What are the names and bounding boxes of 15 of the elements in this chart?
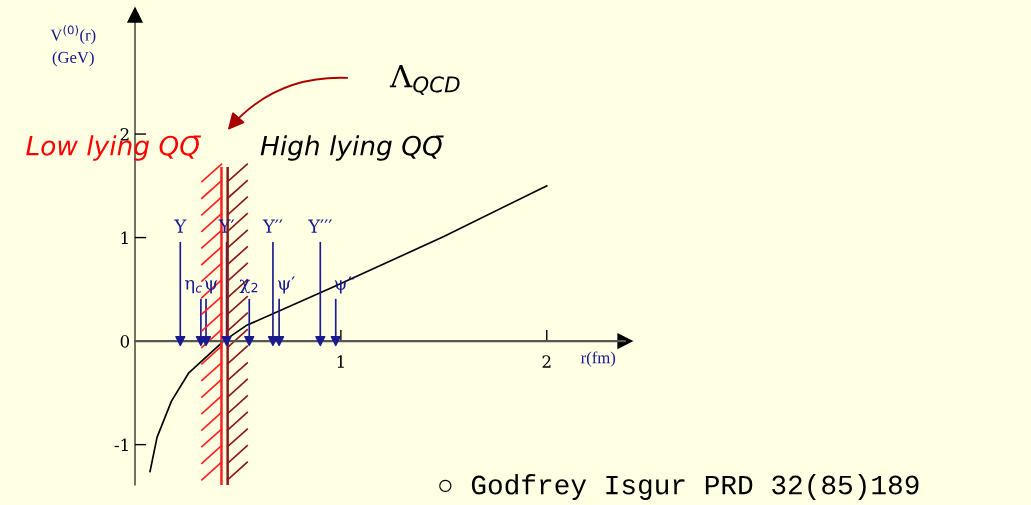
- text: ψ′: [278, 276, 295, 294]
- y-tick-label: 1: [121, 231, 128, 244]
- y-axis-title: V$^{(0)}$(r) (GeV): [50, 25, 96, 67]
- text: χ$_{2}$: [239, 279, 258, 294]
- annotation: High lying QQ̄: [260, 135, 444, 161]
- y-tick-label: 0: [120, 335, 130, 348]
- text: Υ′′′: [307, 219, 332, 233]
- x-axis-title: r(fm): [580, 351, 616, 367]
- annotation: Λ$_{QCD}$: [389, 64, 460, 95]
- text: Υ: [174, 219, 187, 233]
- text: ψ′′: [334, 276, 356, 294]
- text: η$_{c}$: [185, 279, 203, 294]
- y-tick-label: -1: [114, 438, 128, 451]
- annotation: ○ Godfrey Isgur PRD 32(85)189: [439, 474, 919, 500]
- text: Υ′′: [262, 219, 283, 233]
